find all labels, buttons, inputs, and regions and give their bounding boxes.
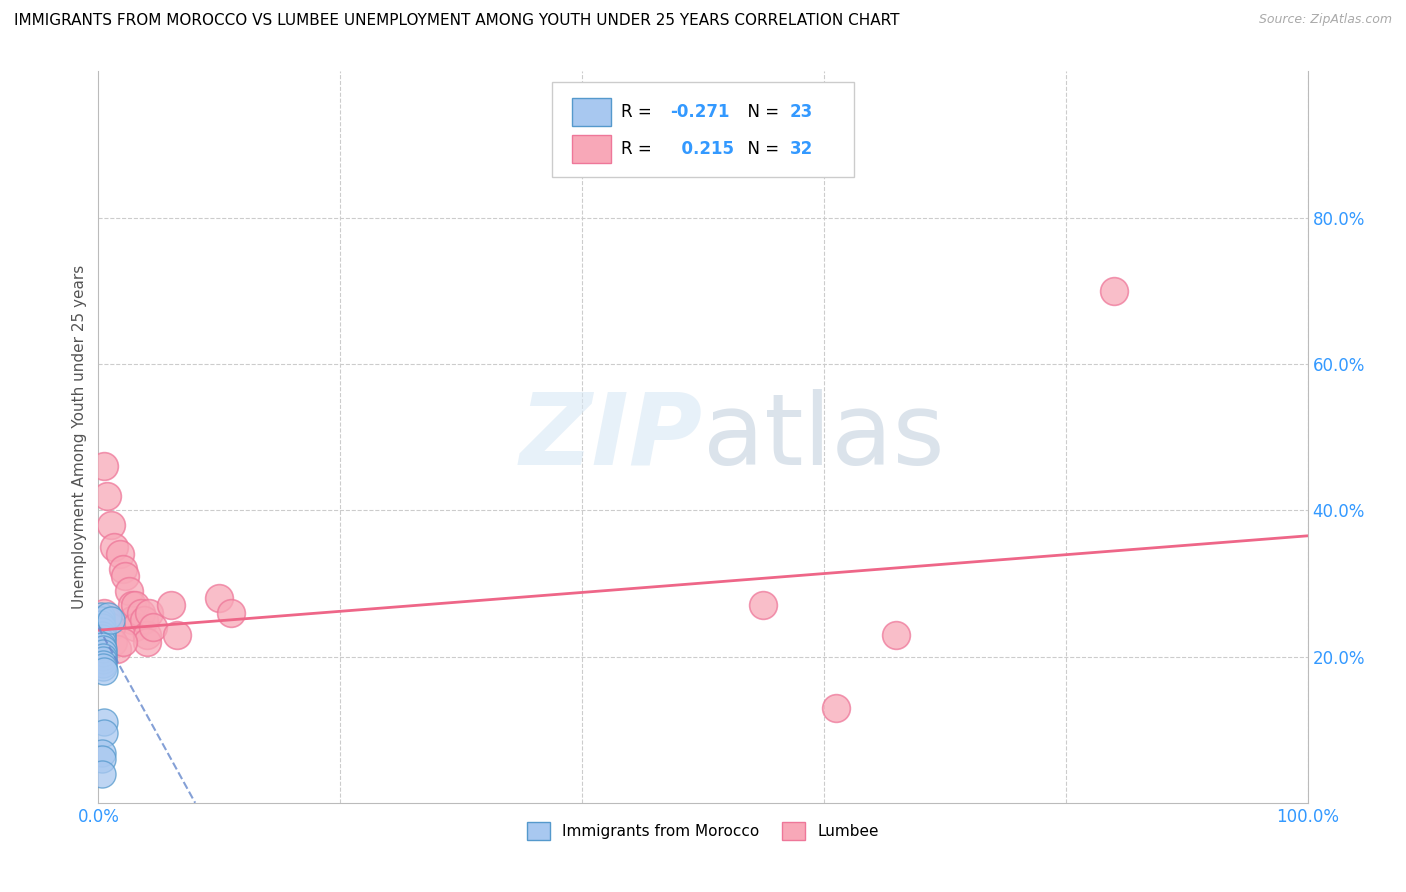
Point — [93, 715, 115, 730]
Point — [221, 606, 243, 620]
Text: N =: N = — [737, 140, 785, 158]
Point — [96, 613, 118, 627]
Point — [91, 642, 114, 657]
Point — [138, 606, 160, 620]
Point — [91, 627, 114, 641]
Point — [91, 649, 114, 664]
Point — [208, 591, 231, 605]
Point — [108, 547, 131, 561]
Text: 32: 32 — [790, 140, 813, 158]
Point — [752, 599, 775, 613]
Point — [90, 609, 112, 624]
Point — [93, 664, 115, 678]
Point — [93, 606, 115, 620]
Text: IMMIGRANTS FROM MOROCCO VS LUMBEE UNEMPLOYMENT AMONG YOUTH UNDER 25 YEARS CORREL: IMMIGRANTS FROM MOROCCO VS LUMBEE UNEMPL… — [14, 13, 900, 29]
Point — [142, 620, 165, 634]
Point — [91, 746, 114, 760]
Point — [93, 726, 115, 740]
Legend: Immigrants from Morocco, Lumbee: Immigrants from Morocco, Lumbee — [520, 815, 886, 847]
Point — [91, 632, 114, 646]
Point — [96, 489, 118, 503]
Point — [91, 624, 114, 638]
Text: atlas: atlas — [703, 389, 945, 485]
Point — [90, 616, 112, 631]
Point — [129, 606, 152, 620]
Point — [100, 517, 122, 532]
Point — [160, 599, 183, 613]
Text: R =: R = — [621, 140, 657, 158]
Point — [91, 646, 114, 660]
Point — [124, 620, 146, 634]
Text: 23: 23 — [790, 103, 813, 120]
Point — [135, 635, 157, 649]
Point — [91, 766, 114, 780]
Point — [825, 700, 848, 714]
Point — [166, 627, 188, 641]
Point — [886, 627, 908, 641]
Text: 0.215: 0.215 — [671, 140, 734, 158]
FancyBboxPatch shape — [572, 135, 612, 163]
Point — [121, 599, 143, 613]
Text: R =: R = — [621, 103, 657, 120]
Point — [135, 627, 157, 641]
Point — [111, 635, 134, 649]
Point — [121, 613, 143, 627]
Point — [91, 653, 114, 667]
FancyBboxPatch shape — [551, 82, 855, 178]
Point — [91, 639, 114, 653]
Point — [105, 642, 128, 657]
Point — [134, 613, 156, 627]
Point — [97, 609, 120, 624]
Point — [103, 540, 125, 554]
Point — [91, 657, 114, 671]
Point — [118, 583, 141, 598]
Text: -0.271: -0.271 — [671, 103, 730, 120]
FancyBboxPatch shape — [572, 98, 612, 126]
Point — [91, 620, 114, 634]
Point — [91, 752, 114, 766]
Text: Source: ZipAtlas.com: Source: ZipAtlas.com — [1258, 13, 1392, 27]
Point — [90, 613, 112, 627]
Text: ZIP: ZIP — [520, 389, 703, 485]
Point — [101, 635, 124, 649]
Point — [91, 660, 114, 674]
Point — [124, 599, 146, 613]
Point — [1102, 284, 1125, 298]
Point — [91, 635, 114, 649]
Point — [114, 569, 136, 583]
Point — [100, 620, 122, 634]
Y-axis label: Unemployment Among Youth under 25 years: Unemployment Among Youth under 25 years — [72, 265, 87, 609]
Text: N =: N = — [737, 103, 785, 120]
Point — [100, 613, 122, 627]
Point — [93, 459, 115, 474]
Point — [111, 562, 134, 576]
